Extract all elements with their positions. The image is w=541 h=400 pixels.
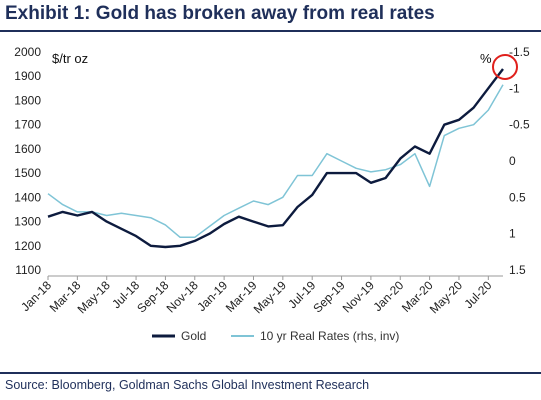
x-tick-label: Nov-18 [164, 278, 201, 315]
legend-label-real-rates: 10 yr Real Rates (rhs, inv) [260, 329, 399, 343]
chart: 1100 1200 1300 1400 1500 1600 1700 1800 1900 2000… [14, 45, 530, 343]
right-tick-label: 1.5 [509, 263, 526, 277]
real-rates-line [47, 84, 504, 239]
right-tick-label: -0.5 [509, 118, 530, 132]
right-unit-label: % [480, 51, 492, 66]
title-divider [0, 30, 541, 32]
right-tick-label: 0 [509, 154, 516, 168]
left-tick-label: 1900 [14, 69, 41, 83]
legend-label-gold: Gold [181, 329, 206, 343]
x-axis: Jan-18Mar-18May-18Jul-18Sep-18Nov-18Jan-… [18, 275, 503, 316]
right-tick-label: -1.5 [509, 45, 530, 59]
left-tick-label: 2000 [14, 45, 41, 59]
left-axis: 1100 1200 1300 1400 1500 1600 1700 1800 1900 2000 [14, 45, 41, 277]
right-tick-label: 0.5 [509, 190, 526, 204]
left-tick-label: 1400 [14, 190, 41, 204]
x-tick-label: Sep-19 [310, 278, 347, 315]
x-tick-label: Nov-19 [340, 278, 377, 315]
series-layer [47, 68, 504, 249]
chart-title: Exhibit 1: Gold has broken away from rea… [5, 3, 435, 24]
gold-line [47, 68, 504, 249]
left-tick-label: 1100 [15, 263, 41, 277]
left-tick-label: 1800 [14, 93, 41, 107]
left-unit-label: $/tr oz [52, 51, 88, 66]
x-tick-label: May-20 [427, 278, 465, 316]
x-tick-label: May-19 [251, 278, 289, 316]
left-tick-label: 1200 [14, 239, 41, 253]
annotation-circle [492, 53, 518, 80]
right-axis: 1.5 1 0.5 0 -0.5 -1 -1.5 [509, 45, 530, 277]
left-tick-label: 1500 [14, 166, 41, 180]
left-tick-label: 1600 [14, 142, 41, 156]
legend: Gold 10 yr Real Rates (rhs, inv) [152, 329, 399, 343]
source-divider [0, 372, 541, 374]
left-tick-label: 1300 [14, 215, 41, 229]
x-tick-label: Sep-18 [134, 278, 171, 315]
source-note: Source: Bloomberg, Goldman Sachs Global … [5, 378, 370, 392]
left-tick-label: 1700 [14, 118, 41, 132]
x-tick-label: May-18 [75, 278, 113, 316]
right-tick-label: -1 [509, 81, 520, 95]
right-tick-label: 1 [509, 227, 516, 241]
x-tick-label: Jul-20 [461, 278, 494, 311]
